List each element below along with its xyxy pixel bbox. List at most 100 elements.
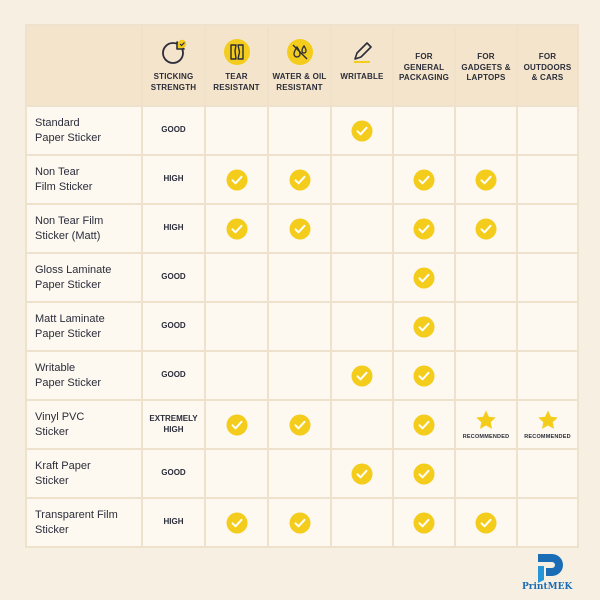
feature-cell: RECOMMENDED bbox=[516, 399, 579, 450]
sticker-name-line: Paper Sticker bbox=[35, 327, 102, 340]
sticker-name-line: Transparent Film bbox=[35, 509, 118, 521]
sticker-name-line: Sticker bbox=[35, 523, 69, 536]
printmek-logo bbox=[538, 554, 563, 583]
feature-cell bbox=[392, 350, 456, 401]
feature-cell bbox=[454, 105, 518, 156]
feature-cell bbox=[330, 154, 394, 205]
feature-cell bbox=[267, 154, 332, 205]
feature-cell bbox=[330, 105, 394, 156]
table-row: Transparent Film Sticker HIGH bbox=[25, 497, 579, 548]
sticker-name-line: Sticker (Matt) bbox=[35, 229, 101, 242]
strength-line: GOOD bbox=[161, 272, 186, 282]
feature-cell bbox=[454, 448, 518, 499]
sticker-name-line: Non Tear bbox=[35, 166, 80, 178]
strength-line: GOOD bbox=[161, 370, 186, 380]
check-icon bbox=[475, 218, 497, 239]
sticking-strength-value: HIGH bbox=[141, 203, 206, 254]
feature-cell bbox=[516, 497, 579, 548]
check-icon bbox=[413, 267, 435, 288]
check-icon bbox=[413, 414, 435, 435]
feature-cell bbox=[267, 399, 332, 450]
check-icon bbox=[413, 463, 435, 484]
recommended-label: RECOMMENDED bbox=[462, 434, 510, 440]
sticker-name: Gloss Laminate Paper Sticker bbox=[25, 252, 143, 303]
strength-line: HIGH bbox=[163, 174, 184, 184]
check-icon bbox=[289, 169, 310, 190]
sticker-name-line: Sticker bbox=[35, 474, 69, 487]
check-icon bbox=[226, 512, 247, 533]
column-header: TEAR RESISTANT bbox=[204, 24, 269, 107]
feature-cell bbox=[330, 350, 394, 401]
feature-cell bbox=[330, 252, 394, 303]
sticker-name-line: Sticker bbox=[35, 425, 69, 438]
strength-line: EXTREMELY bbox=[149, 414, 198, 423]
table-row: Kraft Paper Sticker GOOD bbox=[25, 448, 579, 499]
check-icon bbox=[289, 218, 310, 239]
recommended-label: RECOMMENDED bbox=[524, 434, 571, 440]
feature-cell bbox=[454, 497, 518, 548]
feature-cell bbox=[267, 252, 332, 303]
strength-line: HIGH bbox=[163, 517, 184, 527]
column-header-label: WRITABLE bbox=[340, 72, 384, 81]
check-icon bbox=[475, 512, 497, 533]
sticker-name-line: Writable bbox=[35, 362, 76, 374]
sticker-name-line: Paper Sticker bbox=[35, 131, 102, 144]
strength-line: HIGH bbox=[163, 424, 184, 434]
column-header: STICKING STRENGTH bbox=[141, 24, 206, 107]
check-icon bbox=[413, 365, 435, 386]
check-icon bbox=[289, 414, 310, 435]
table-row: Vinyl PVC Sticker EXTREMELY HIGH RECOMMENDED… bbox=[25, 399, 579, 450]
sticking-strength-value: EXTREMELY HIGH bbox=[141, 399, 206, 450]
column-header: FOR OUTDOORS & CARS bbox=[516, 24, 579, 107]
table-row: Matt Laminate Paper Sticker GOOD bbox=[25, 301, 579, 352]
strength-line: GOOD bbox=[161, 321, 186, 331]
sticker-name-line: Kraft Paper bbox=[35, 460, 91, 472]
feature-cell bbox=[392, 497, 456, 548]
star-icon bbox=[537, 410, 558, 429]
column-header-label: FOR GADGETS & LAPTOPS bbox=[461, 52, 511, 82]
feature-cell bbox=[392, 301, 456, 352]
table-row: Gloss Laminate Paper Sticker GOOD bbox=[25, 252, 579, 303]
feature-cell bbox=[516, 252, 579, 303]
feature-cell bbox=[516, 301, 579, 352]
feature-cell bbox=[454, 154, 518, 205]
feature-cell bbox=[516, 105, 579, 156]
check-icon bbox=[226, 218, 247, 239]
feature-cell bbox=[392, 448, 456, 499]
feature-cell bbox=[454, 252, 518, 303]
feature-cell bbox=[516, 448, 579, 499]
sticking-strength-value: GOOD bbox=[141, 448, 206, 499]
sticking-strength-value: HIGH bbox=[141, 154, 206, 205]
feature-cell: RECOMMENDED bbox=[454, 399, 518, 450]
sticker-name-line: Paper Sticker bbox=[35, 278, 102, 291]
feature-cell bbox=[204, 399, 269, 450]
sticker-name-line: Film Sticker bbox=[35, 180, 93, 193]
feature-cell bbox=[267, 497, 332, 548]
column-header-label: TEAR RESISTANT bbox=[213, 72, 260, 92]
sticker-name: Standard Paper Sticker bbox=[25, 105, 143, 156]
feature-cell bbox=[454, 203, 518, 254]
feature-cell bbox=[204, 203, 269, 254]
sticking-strength-value: GOOD bbox=[141, 350, 206, 401]
sticking-strength-value: HIGH bbox=[141, 497, 206, 548]
feature-cell bbox=[267, 105, 332, 156]
feature-cell bbox=[204, 105, 269, 156]
check-icon bbox=[413, 316, 435, 337]
check-icon bbox=[413, 512, 435, 533]
feature-cell bbox=[330, 399, 394, 450]
feature-cell bbox=[392, 154, 456, 205]
sticker-name: Non Tear Film Sticker (Matt) bbox=[25, 203, 143, 254]
sticker-name: Vinyl PVC Sticker bbox=[25, 399, 143, 450]
check-icon bbox=[351, 463, 373, 484]
comparison-table: STICKING STRENGTH TEAR RESISTANT WATER & O… bbox=[25, 24, 579, 548]
sticker-name: Matt Laminate Paper Sticker bbox=[25, 301, 143, 352]
feature-cell bbox=[516, 154, 579, 205]
feature-cell bbox=[330, 203, 394, 254]
check-icon bbox=[351, 365, 373, 386]
feature-cell bbox=[330, 301, 394, 352]
torn-paper-icon bbox=[223, 39, 250, 65]
check-icon bbox=[413, 218, 435, 239]
check-icon bbox=[289, 512, 310, 533]
sticker-name: Non Tear Film Sticker bbox=[25, 154, 143, 205]
feature-cell bbox=[204, 154, 269, 205]
